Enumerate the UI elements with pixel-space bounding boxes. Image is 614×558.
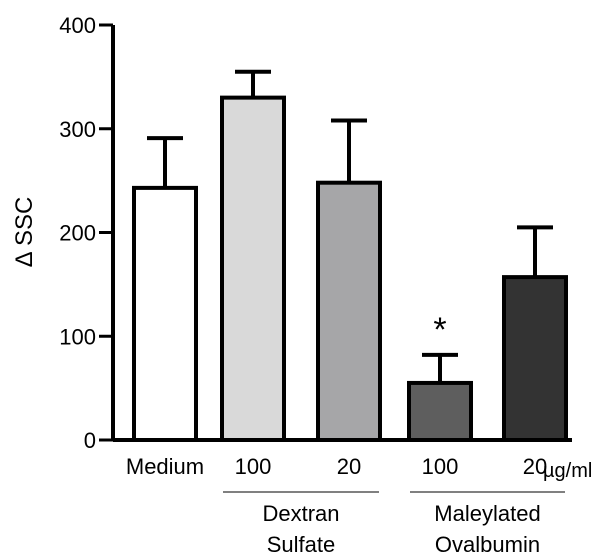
y-tick-label: 0 bbox=[84, 428, 96, 453]
y-tick-label: 400 bbox=[59, 13, 96, 38]
x-tick-label: 100 bbox=[235, 454, 272, 479]
x-tick-label: 100 bbox=[422, 454, 459, 479]
y-axis-label: Δ SSC bbox=[11, 197, 38, 268]
bar bbox=[407, 380, 473, 442]
group-label-line1: Dextran bbox=[262, 501, 339, 526]
y-tick-label: 200 bbox=[59, 221, 96, 246]
bar bbox=[502, 275, 568, 442]
group-label-line2: Ovalbumin bbox=[435, 532, 540, 557]
x-tick-labels: Medium 100 20 100 20 bbox=[126, 454, 547, 479]
bar bbox=[316, 180, 382, 442]
x-tick-label: 20 bbox=[337, 454, 361, 479]
bar bbox=[220, 95, 286, 442]
annotations: * bbox=[433, 311, 446, 349]
bar bbox=[132, 185, 198, 442]
y-tick-label: 300 bbox=[59, 117, 96, 142]
significance-marker: * bbox=[433, 311, 446, 349]
group-label-line1: Maleylated bbox=[434, 501, 540, 526]
y-ticks: 0 100 200 300 400 bbox=[59, 13, 113, 453]
bars bbox=[132, 95, 568, 442]
group-label-line2: Sulfate bbox=[267, 532, 336, 557]
y-tick-label: 100 bbox=[59, 324, 96, 349]
unit-label: µg/ml bbox=[543, 460, 592, 482]
x-tick-label: 20 bbox=[523, 454, 547, 479]
x-tick-label: Medium bbox=[126, 454, 204, 479]
group-labels: Dextran Sulfate Maleylated Ovalbumin bbox=[223, 491, 565, 557]
error-bars bbox=[147, 69, 553, 383]
